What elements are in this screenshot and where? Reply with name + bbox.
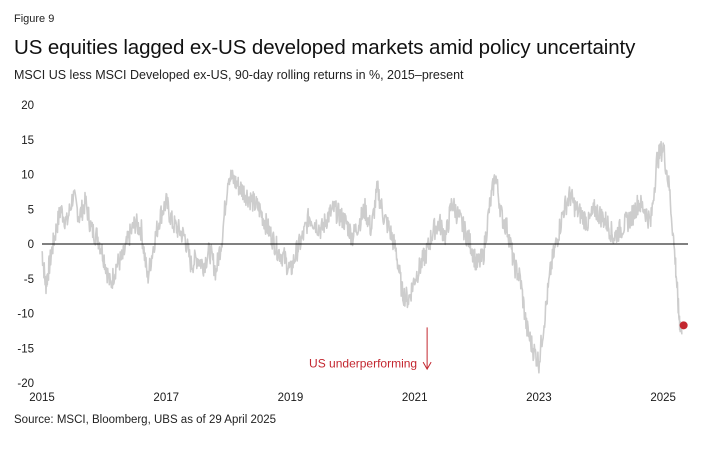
y-tick-label: 10 (21, 170, 34, 182)
annotation-arrow-head (422, 361, 432, 371)
y-tick-label: -20 (17, 378, 34, 390)
y-tick-label: 0 (28, 239, 34, 251)
x-tick-label: 2021 (402, 392, 428, 404)
x-tick-label: 2019 (278, 392, 304, 404)
y-tick-label: 20 (21, 100, 34, 112)
latest-value-marker (679, 321, 688, 330)
figure-label: Figure 9 (14, 13, 55, 25)
x-axis-ticks: 2015 2017 2019 2021 2023 2025 (29, 392, 676, 404)
series-line (41, 140, 683, 374)
x-tick-label: 2015 (29, 392, 55, 404)
x-tick-label: 2017 (153, 392, 179, 404)
annotation-layer: US underperforming (309, 321, 688, 371)
chart-title: US equities lagged ex-US developed marke… (14, 36, 636, 59)
y-tick-label: -10 (17, 309, 34, 321)
y-axis-ticks: 20 15 10 5 0 -5 -10 -15 -20 (17, 100, 34, 390)
chart-subtitle: MSCI US less MSCI Developed ex-US, 90-da… (14, 68, 464, 82)
series-layer (41, 140, 683, 374)
x-tick-label: 2023 (526, 392, 552, 404)
y-tick-label: -15 (17, 343, 34, 355)
annotation-label: US underperforming (309, 357, 417, 371)
x-tick-label: 2025 (650, 392, 676, 404)
y-tick-label: 5 (28, 204, 34, 216)
y-tick-label: 15 (21, 135, 34, 147)
y-tick-label: -5 (24, 274, 34, 286)
source-note: Source: MSCI, Bloomberg, UBS as of 29 Ap… (14, 414, 277, 426)
